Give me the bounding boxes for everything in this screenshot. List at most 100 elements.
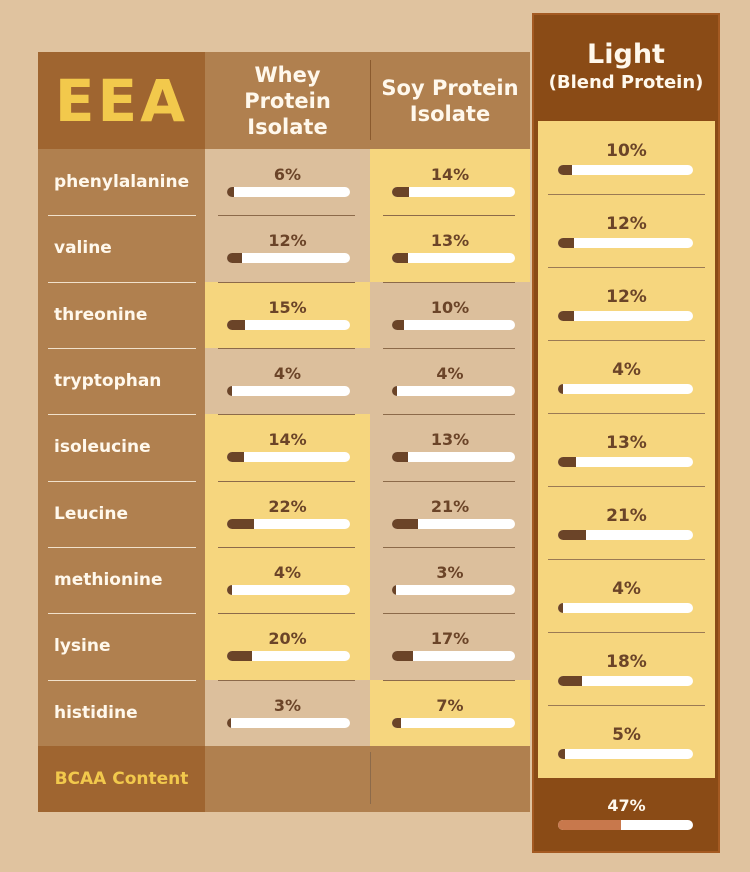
- light-row-separator: [548, 194, 705, 195]
- row-separator: [48, 347, 196, 349]
- light-row-separator: [548, 340, 705, 341]
- value-bar-fill: [392, 253, 408, 264]
- bcaa-light-value-label: 47%: [607, 796, 646, 815]
- value-label: 4%: [273, 363, 302, 383]
- cell-leucine-soy: [370, 480, 530, 547]
- cell-lysine-whey: [205, 613, 370, 680]
- header-whey-label: Whey Protein Isolate: [244, 62, 331, 139]
- row-label-tryptophan: tryptophan: [54, 371, 162, 392]
- cell-separator: [383, 347, 515, 349]
- light-row-separator: [548, 413, 705, 414]
- value-bar: [392, 452, 515, 463]
- header-light-title: Light: [587, 39, 665, 70]
- light-value-bar-fill: [558, 238, 575, 248]
- value-bar-fill: [392, 319, 405, 330]
- row-label-valine: valine: [54, 238, 112, 259]
- value-bar-fill: [392, 584, 396, 595]
- light-value-label: 10%: [606, 141, 647, 161]
- value-bar: [227, 253, 350, 264]
- cell-separator: [218, 281, 355, 283]
- light-value-label: 18%: [606, 652, 647, 672]
- value-label: 4%: [273, 562, 302, 582]
- cell-isoleucine-soy: [370, 414, 530, 481]
- light-row-separator: [548, 267, 705, 268]
- light-value-bar-fill: [558, 311, 575, 321]
- light-value-bar-fill: [558, 749, 565, 759]
- value-label: 3%: [273, 695, 302, 715]
- header-light: Light (Blend Protein): [534, 15, 718, 121]
- cell-leucine-whey: [205, 480, 370, 547]
- light-value-bar: [558, 311, 693, 321]
- cell-separator: [383, 215, 515, 217]
- value-bar: [392, 319, 515, 330]
- header-soy-label: Soy Protein Isolate: [381, 75, 519, 126]
- row-label-methionine: methionine: [54, 570, 163, 591]
- light-value-bar: [558, 384, 693, 394]
- value-bar: [392, 717, 515, 728]
- cell-methionine-soy: [370, 546, 530, 614]
- header-light-subtitle: (Blend Protein): [548, 72, 704, 93]
- cell-separator: [218, 215, 355, 217]
- value-label: 14%: [268, 430, 307, 450]
- light-value-bar: [558, 530, 693, 540]
- value-bar-fill: [227, 187, 235, 197]
- cell-threonine-whey: [205, 281, 370, 348]
- value-bar: [227, 518, 350, 529]
- row-separator: [48, 480, 196, 482]
- light-value-bar: [558, 457, 693, 467]
- row-separator: [48, 613, 196, 615]
- value-label: 4%: [436, 363, 464, 383]
- value-label: 10%: [430, 297, 470, 317]
- bcaa-light-value-bar: [558, 820, 693, 830]
- cell-separator: [218, 414, 355, 416]
- value-label: 20%: [268, 629, 307, 649]
- value-bar-fill: [227, 452, 245, 463]
- value-bar: [392, 187, 515, 197]
- light-row-separator: [548, 486, 705, 487]
- cell-separator: [383, 546, 515, 548]
- eea-header: EEA: [38, 52, 205, 149]
- cell-separator: [218, 546, 355, 548]
- light-body: [538, 121, 715, 778]
- cell-separator: [218, 480, 355, 482]
- value-label: 14%: [430, 165, 470, 184]
- row-label-lysine: lysine: [54, 636, 111, 657]
- cell-separator: [383, 480, 515, 482]
- light-value-bar: [558, 749, 693, 759]
- value-bar-fill: [227, 319, 246, 330]
- value-bar: [392, 385, 515, 396]
- value-bar-fill: [392, 651, 413, 662]
- value-bar-fill: [227, 253, 242, 264]
- value-label: 13%: [430, 231, 470, 251]
- value-bar-fill: [392, 717, 401, 728]
- cell-separator: [218, 347, 355, 349]
- cell-valine-whey: [205, 215, 370, 282]
- value-bar-fill: [227, 385, 232, 396]
- value-bar: [227, 651, 350, 662]
- row-separator: [48, 679, 196, 681]
- value-label: 17%: [430, 629, 470, 649]
- cell-valine-soy: [370, 215, 530, 282]
- light-value-bar-fill: [558, 530, 587, 540]
- cell-phenylalanine-whey: [205, 149, 370, 216]
- light-value-bar-fill: [558, 676, 583, 686]
- value-bar: [392, 651, 515, 662]
- light-value-label: 12%: [606, 287, 647, 307]
- value-bar: [392, 253, 515, 264]
- bcaa-row-background: [205, 746, 530, 812]
- cell-tryptophan-whey: [205, 347, 370, 415]
- light-value-bar-fill: [558, 457, 576, 467]
- value-bar: [227, 452, 350, 463]
- light-value-bar: [558, 603, 693, 613]
- value-label: 15%: [268, 297, 307, 317]
- value-label: 21%: [430, 496, 470, 516]
- light-value-bar-fill: [558, 165, 572, 175]
- value-bar-fill: [392, 518, 418, 529]
- header-soy: Soy Protein Isolate: [370, 52, 530, 149]
- light-value-label: 12%: [606, 214, 647, 234]
- cell-histidine-whey: [205, 679, 370, 746]
- row-separator: [48, 546, 196, 548]
- row-label-leucine: Leucine: [54, 503, 129, 524]
- bcaa-light-value-bar-fill: [558, 820, 622, 830]
- cell-separator: [218, 679, 355, 681]
